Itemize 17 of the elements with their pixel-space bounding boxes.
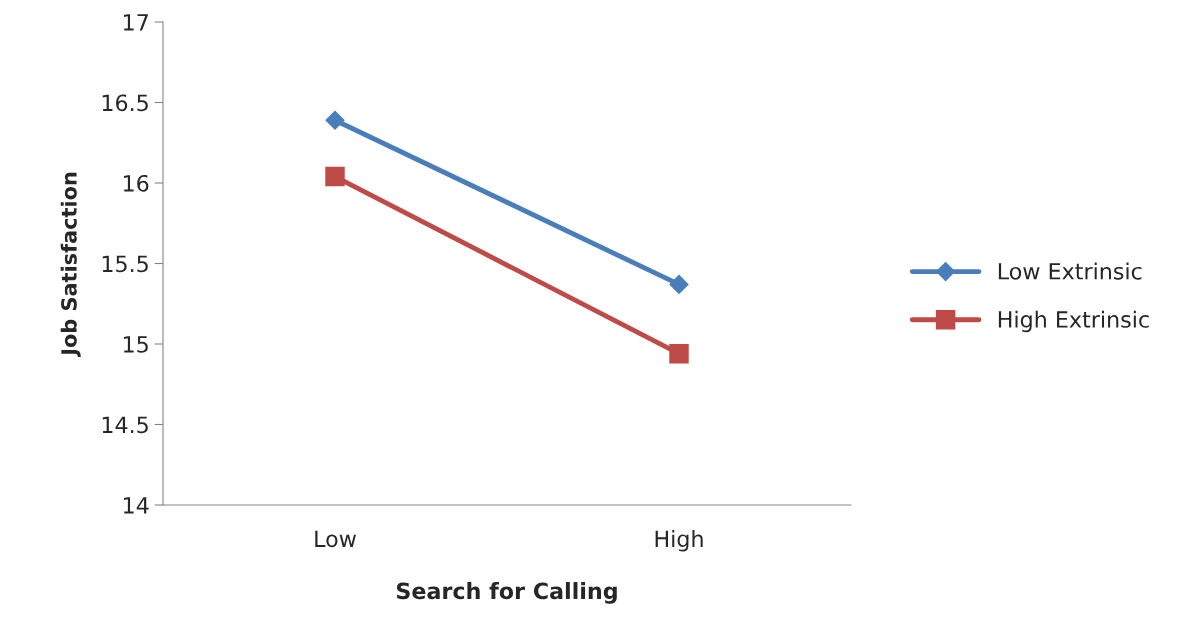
x-tick-label: High — [655, 530, 703, 552]
y-axis-title: Job Satisfaction — [60, 172, 81, 357]
y-tick-label: 17 — [123, 14, 148, 31]
y-tick-label: 16.5 — [102, 94, 148, 112]
point — [669, 274, 689, 294]
y-tick-label: 15 — [123, 336, 148, 353]
legend-label: High Extrinsic — [998, 310, 1149, 333]
y-tick-label: 14 — [123, 497, 149, 514]
y-tick-label: 16 — [123, 174, 149, 192]
legend-label: Low Extrinsic — [998, 262, 1142, 280]
y-tick-label: 15.5 — [102, 255, 148, 273]
x-axis-title: Search for Calling — [396, 582, 617, 604]
point — [325, 110, 345, 130]
x-tick-label: Low — [315, 530, 356, 548]
y-tick-label: 14.5 — [102, 416, 148, 434]
point — [325, 166, 345, 187]
point — [669, 343, 689, 364]
